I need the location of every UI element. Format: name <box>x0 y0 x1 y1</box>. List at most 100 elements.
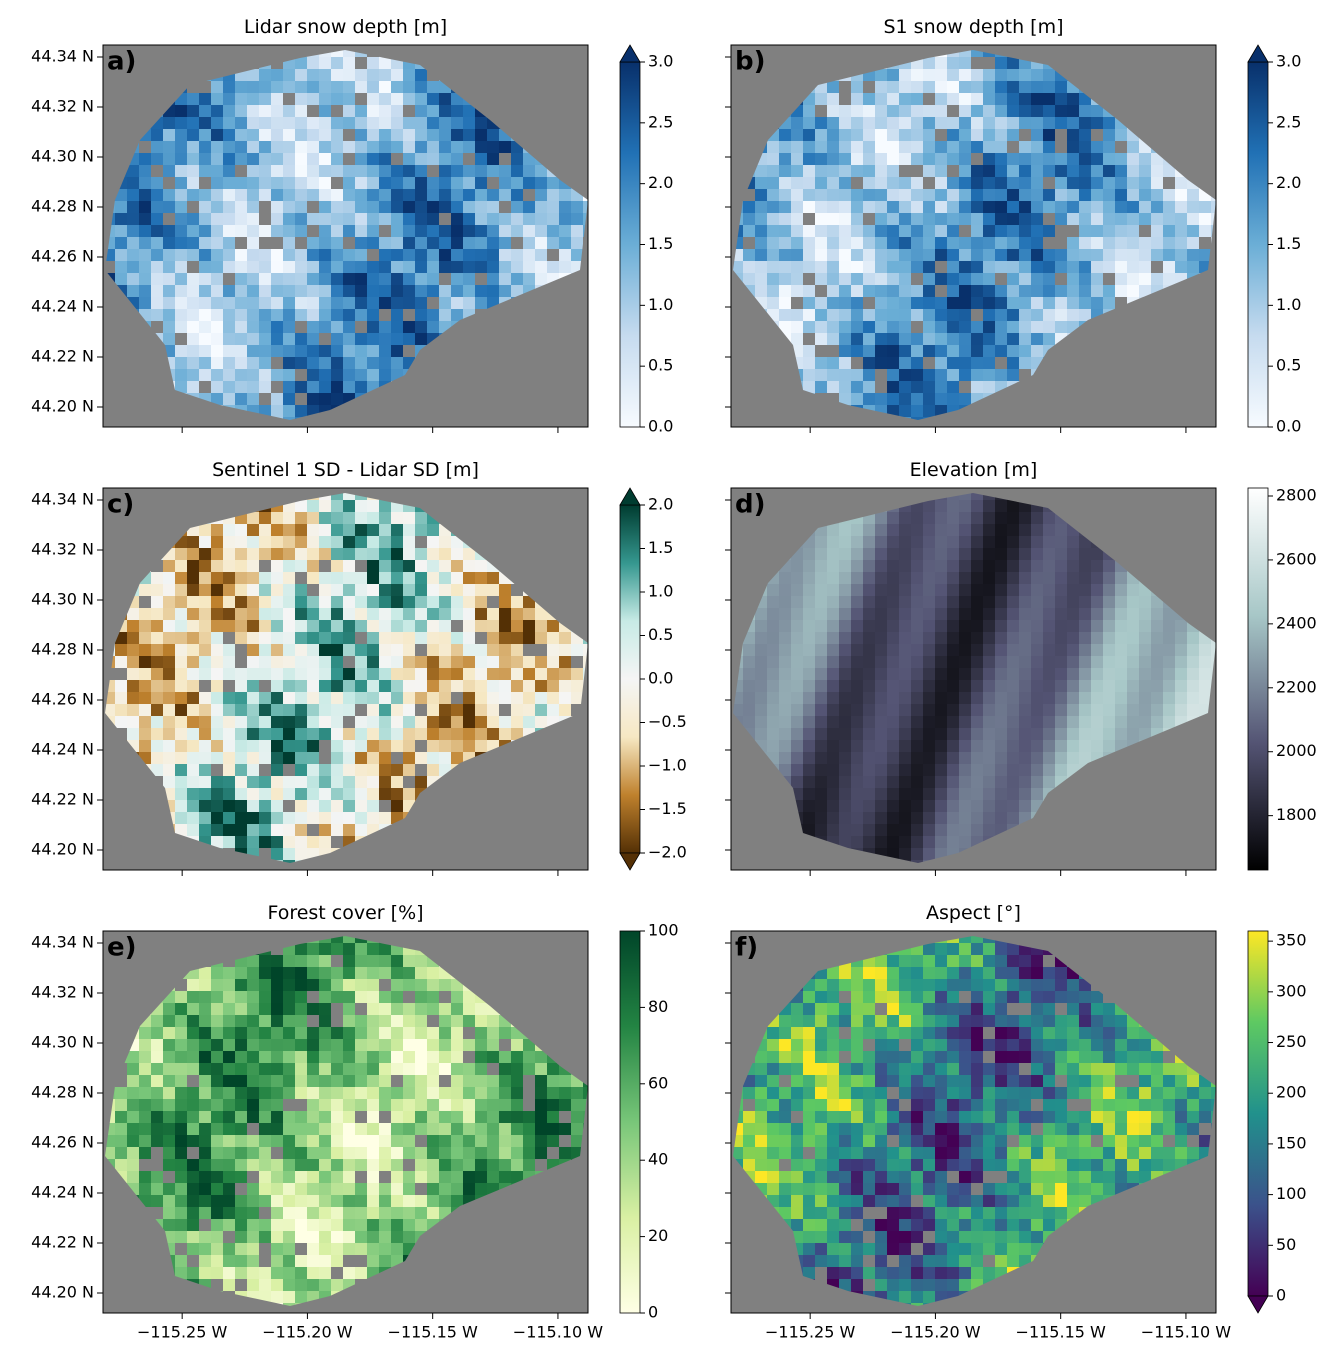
map-pixel <box>923 129 935 141</box>
map-pixel <box>175 357 187 369</box>
map-pixel <box>1079 668 1091 680</box>
map-pixel <box>995 788 1007 800</box>
map-pixel <box>899 596 911 608</box>
map-pixel <box>971 500 983 512</box>
map-pixel <box>307 692 319 704</box>
map-pixel <box>559 237 571 249</box>
map-pixel <box>899 788 911 800</box>
map-pixel <box>235 800 247 812</box>
map-pixel <box>1139 704 1151 716</box>
map-pixel <box>851 680 863 692</box>
map-pixel <box>259 572 271 584</box>
map-pixel <box>827 812 839 824</box>
map-pixel <box>343 117 355 129</box>
map-pixel <box>307 129 319 141</box>
map-pixel <box>367 632 379 644</box>
map-pixel <box>887 572 899 584</box>
map-pixel <box>887 752 899 764</box>
map-pixel <box>911 141 923 153</box>
map-pixel <box>1067 716 1079 728</box>
map-pixel <box>223 345 235 357</box>
map-pixel <box>487 153 499 165</box>
map-pixel <box>283 225 295 237</box>
map-pixel <box>827 572 839 584</box>
map-pixel <box>403 668 415 680</box>
map-pixel <box>307 273 319 285</box>
map-pixel <box>995 800 1007 812</box>
map-pixel <box>391 201 403 213</box>
map-pixel <box>971 357 983 369</box>
map-pixel <box>187 105 199 117</box>
map-pixel <box>247 800 259 812</box>
map-pixel <box>1067 237 1079 249</box>
map-pixel <box>1115 129 1127 141</box>
map-pixel <box>863 524 875 536</box>
map-pixel <box>427 273 439 285</box>
map-pixel <box>995 105 1007 117</box>
map-pixel <box>403 572 415 584</box>
map-pixel <box>803 728 815 740</box>
map-pixel <box>995 93 1007 105</box>
map-pixel <box>283 261 295 273</box>
map-pixel <box>923 716 935 728</box>
map-pixel <box>995 620 1007 632</box>
map-pixel <box>1055 560 1067 572</box>
map-pixel <box>367 740 379 752</box>
map-pixel <box>211 596 223 608</box>
map-pixel <box>319 261 331 273</box>
map-pixel <box>259 165 271 177</box>
map-pixel <box>223 560 235 572</box>
map-pixel <box>815 165 827 177</box>
map-pixel <box>923 632 935 644</box>
map-pixel <box>319 285 331 297</box>
map-pixel <box>211 524 223 536</box>
map-pixel <box>1055 249 1067 261</box>
map-pixel <box>1007 369 1019 381</box>
map-pixel <box>439 644 451 656</box>
map-pixel <box>355 381 367 393</box>
map-pixel <box>899 536 911 548</box>
map-pixel <box>863 788 875 800</box>
map-pixel <box>827 524 839 536</box>
map-pixel <box>487 237 499 249</box>
map-pixel <box>755 237 767 249</box>
map-pixel <box>343 632 355 644</box>
map-pixel <box>343 177 355 189</box>
map-pixel <box>1007 165 1019 177</box>
map-pixel <box>935 81 947 93</box>
map-pixel <box>1139 261 1151 273</box>
map-pixel <box>163 572 175 584</box>
map-pixel <box>899 225 911 237</box>
map-pixel <box>1103 153 1115 165</box>
map-pixel <box>863 393 875 405</box>
map-pixel <box>827 740 839 752</box>
map-pixel <box>971 201 983 213</box>
map-pixel <box>379 680 391 692</box>
map-pixel <box>839 189 851 201</box>
map-pixel <box>1139 620 1151 632</box>
map-pixel <box>307 752 319 764</box>
map-pixel <box>1067 572 1079 584</box>
map-pixel <box>415 141 427 153</box>
map-pixel <box>1175 177 1187 189</box>
map-pixel <box>1019 692 1031 704</box>
map-pixel <box>175 369 187 381</box>
map-pixel <box>971 512 983 524</box>
map-pixel <box>911 189 923 201</box>
map-pixel <box>355 357 367 369</box>
map-pixel <box>403 201 415 213</box>
map-pixel <box>875 165 887 177</box>
map-pixel <box>803 129 815 141</box>
map-pixel <box>815 117 827 129</box>
map-pixel <box>875 201 887 213</box>
map-pixel <box>827 716 839 728</box>
map-pixel <box>1019 560 1031 572</box>
map-pixel <box>379 117 391 129</box>
map-pixel <box>851 644 863 656</box>
map-pixel <box>875 656 887 668</box>
map-pixel <box>1031 237 1043 249</box>
map-pixel <box>175 177 187 189</box>
map-pixel <box>923 812 935 824</box>
map-pixel <box>391 656 403 668</box>
map-pixel <box>995 632 1007 644</box>
